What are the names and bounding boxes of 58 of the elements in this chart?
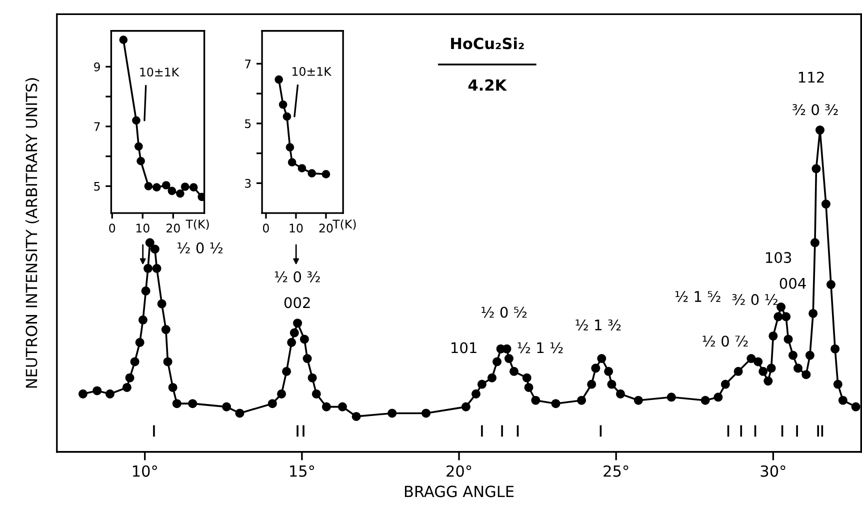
y-axis-title: NEUTRON INTENSITY (ARBITRARY UNITS) — [25, 78, 40, 388]
point — [322, 170, 330, 178]
point — [282, 112, 292, 121]
y-tick-label: 5 — [245, 119, 251, 128]
chart-title: HoCu₂Si₂ — [451, 37, 524, 50]
annotation: ½ 0 ³⁄₂ — [274, 271, 320, 282]
x-tick-label: 15° — [290, 465, 314, 477]
x-tick-label: 20 — [319, 224, 333, 233]
point — [162, 181, 170, 190]
x-tick-label: 20° — [446, 465, 472, 477]
x-tick-label: 30° — [760, 465, 786, 477]
annotation: ½ 0 ⁷⁄₂ — [702, 336, 748, 347]
annotation: 004 — [780, 278, 806, 289]
x-axis-title: T(K) — [332, 219, 356, 230]
point — [144, 182, 153, 190]
y-tick-label: 9 — [94, 62, 100, 72]
x-axis-title: BRAGG ANGLE — [404, 486, 514, 498]
point — [176, 189, 184, 198]
chart-subtitle: 4.2K — [468, 79, 508, 91]
x-tick-label: 10 — [136, 224, 150, 233]
point — [278, 100, 288, 109]
annotation: ½ 0 ½ — [178, 242, 223, 254]
point — [134, 142, 143, 151]
x-tick-label: 0 — [109, 224, 116, 233]
point — [136, 156, 145, 166]
annotation: 10±1K — [292, 67, 332, 76]
annotation: 002 — [284, 297, 310, 308]
y-tick-label: 7 — [245, 60, 251, 68]
annotation: ½ 1 ⁵⁄₂ — [675, 290, 720, 302]
x-tick-label: 10 — [290, 224, 303, 233]
point — [286, 143, 294, 152]
point — [288, 158, 296, 166]
y-tick-label: 7 — [94, 122, 100, 131]
point — [132, 116, 140, 125]
point — [168, 186, 176, 196]
point — [298, 164, 306, 172]
x-tick-label: 25° — [604, 465, 628, 477]
point — [189, 183, 198, 192]
text: ³⁄₂ 0 ³⁄₂ — [792, 104, 838, 116]
x-tick-label: 10° — [132, 465, 157, 477]
point — [119, 36, 128, 44]
text: 112 — [798, 72, 824, 83]
x-tick-label: 0 — [262, 224, 269, 233]
point — [180, 182, 190, 191]
annotation: 103 — [766, 252, 792, 264]
x-axis-title: T(K) — [186, 219, 209, 230]
point — [308, 169, 316, 178]
annotation: ½ 0 ⁵⁄₂ — [482, 306, 527, 318]
annotation: ½ 1 ½ — [518, 342, 563, 354]
y-tick-label: 5 — [94, 182, 100, 191]
annotation: 10±1K — [140, 68, 180, 76]
x-tick-label: 20 — [166, 224, 180, 233]
annotation: ½ 1 ³⁄₂ — [576, 319, 621, 330]
annotation: 101 — [452, 342, 476, 354]
y-tick-label: 3 — [245, 178, 251, 188]
point — [274, 75, 284, 84]
point — [152, 183, 161, 192]
annotation: ³⁄₂ 0 ½ — [732, 294, 778, 306]
